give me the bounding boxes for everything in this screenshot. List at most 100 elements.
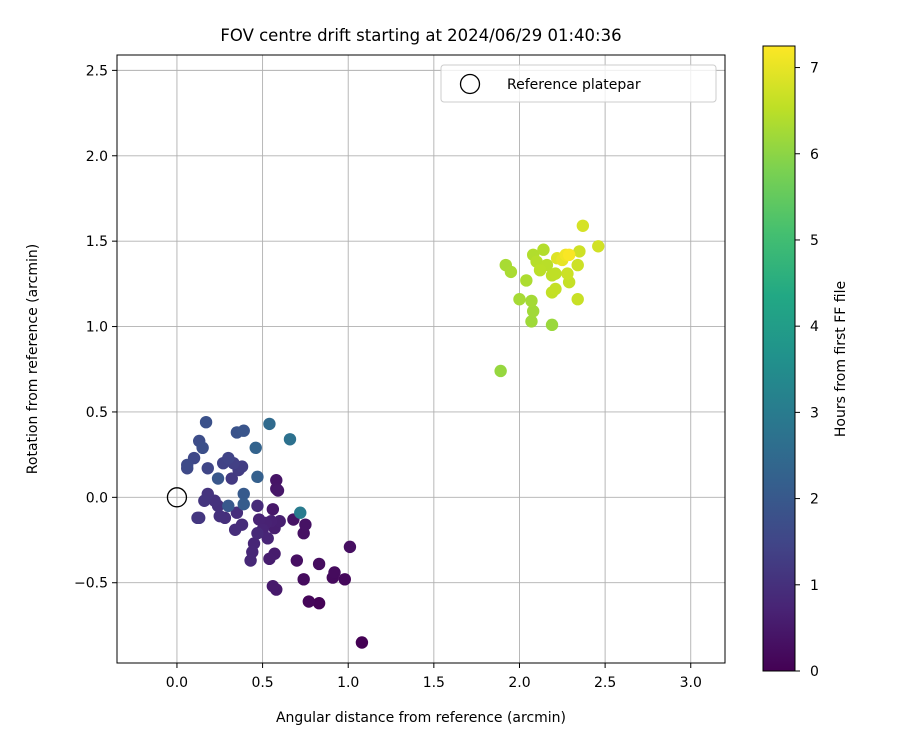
scatter-point	[526, 304, 540, 318]
y-axis-label: Rotation from reference (arcmin)	[25, 244, 41, 474]
scatter-point	[576, 219, 590, 232]
scatter-point	[201, 462, 214, 475]
colorbar-tick-label: 6	[810, 147, 819, 163]
x-tick-label: 0.0	[166, 675, 188, 691]
x-tick-label: 1.0	[337, 675, 359, 691]
scatter-point	[549, 282, 562, 296]
scatter-point	[270, 474, 283, 487]
scatter-point	[537, 243, 550, 256]
colorbar: 0 1 2 3 4 5 6 7 Hours from first FF file	[762, 45, 849, 680]
y-tick-label: 1.5	[86, 234, 108, 250]
scatter-point	[237, 497, 250, 511]
scatter-point	[230, 506, 244, 519]
scatter-point	[266, 579, 280, 593]
scatter-point	[244, 554, 257, 567]
scatter-point	[525, 294, 538, 308]
scatter-point	[211, 472, 225, 485]
scatter-point	[237, 487, 250, 501]
scatter-point	[251, 499, 264, 513]
legend-entry-label: Reference platepar	[507, 77, 641, 93]
colorbar-tick-label: 5	[810, 233, 819, 249]
scatter-point	[533, 263, 547, 277]
y-tick-label: 2.0	[86, 149, 108, 165]
plot-frame	[116, 54, 726, 664]
x-tick-label: 2.5	[594, 675, 616, 691]
scatter-point	[181, 458, 194, 472]
scatter-point	[263, 417, 276, 431]
colorbar-tick-label: 3	[810, 405, 819, 421]
colorbar-tick-label: 0	[810, 664, 819, 680]
scatter-point	[571, 258, 584, 272]
scatter-point	[338, 573, 351, 586]
scatter-point	[249, 441, 262, 455]
scatter-point	[297, 573, 310, 586]
scatter-point	[504, 265, 518, 279]
x-tick-label: 0.5	[251, 675, 273, 691]
scatter-point	[343, 540, 357, 554]
scatter-point	[266, 503, 280, 516]
scatter-point	[252, 513, 266, 526]
colorbar-ticks: 0 1 2 3 4 5 6 7	[795, 61, 819, 680]
scatter-point	[225, 472, 238, 485]
x-tick-label: 1.5	[423, 675, 445, 691]
scatter-point	[222, 499, 235, 513]
scatter-point	[283, 433, 297, 446]
y-tick-label: 1.0	[86, 320, 108, 336]
scatter-point	[251, 527, 264, 540]
y-tick-label: 0.5	[86, 405, 108, 421]
scatter-point	[294, 506, 307, 519]
scatter-point	[312, 597, 326, 610]
scatter-point	[273, 515, 286, 528]
legend-marker-icon	[459, 73, 481, 95]
colorbar-tick-label: 7	[810, 61, 819, 77]
scatter-point	[355, 636, 369, 649]
scatter-point	[199, 415, 213, 429]
scatter-point	[549, 267, 562, 280]
scatter-point	[228, 523, 242, 536]
scatter-point	[191, 511, 204, 525]
scatter-point	[328, 566, 341, 579]
scatter-point	[263, 552, 276, 566]
scatter-point	[302, 595, 316, 608]
scatter-point	[222, 451, 235, 465]
scatter-point	[213, 509, 226, 523]
scatter-point	[251, 470, 264, 484]
grid-lines	[117, 55, 725, 663]
reference-marker	[166, 487, 188, 508]
scatter-point	[592, 240, 605, 253]
y-tick-label: −0.5	[74, 576, 108, 592]
scatter-point	[198, 494, 211, 507]
scatter-point	[196, 441, 209, 455]
colorbar-tick-label: 1	[810, 578, 819, 594]
scatter-point	[261, 532, 274, 545]
scatter-point	[494, 364, 507, 378]
chart-title: FOV centre drift starting at 2024/06/29 …	[220, 26, 621, 45]
scatter-point	[290, 554, 304, 567]
x-tick-label: 2.0	[508, 675, 530, 691]
scatter-point	[571, 293, 584, 306]
scatter-point	[237, 424, 250, 437]
scatter-point	[561, 267, 574, 280]
colorbar-label: Hours from first FF file	[833, 281, 849, 437]
x-tick-label: 3.0	[680, 675, 702, 691]
colorbar-tick-label: 4	[810, 319, 819, 335]
scatter-point	[525, 315, 538, 328]
data-points	[181, 219, 605, 649]
scatter-point	[513, 293, 526, 306]
scatter-point	[312, 557, 326, 571]
scatter-point	[545, 318, 559, 332]
colorbar-gradient	[762, 45, 796, 672]
scatter-point	[573, 245, 586, 258]
x-axis-label: Angular distance from reference (arcmin)	[276, 710, 566, 726]
legend-box	[440, 64, 717, 103]
scatter-point	[271, 484, 285, 497]
scatter-point	[562, 248, 576, 262]
scatter-point	[299, 518, 312, 531]
scatter-point	[520, 274, 533, 287]
legend: Reference platepar	[440, 64, 717, 103]
x-axis-ticks: 0.0 0.5 1.0 1.5 2.0 2.5 3.0	[166, 663, 702, 691]
y-tick-label: 0.0	[86, 490, 108, 506]
y-tick-label: 2.5	[86, 63, 108, 79]
